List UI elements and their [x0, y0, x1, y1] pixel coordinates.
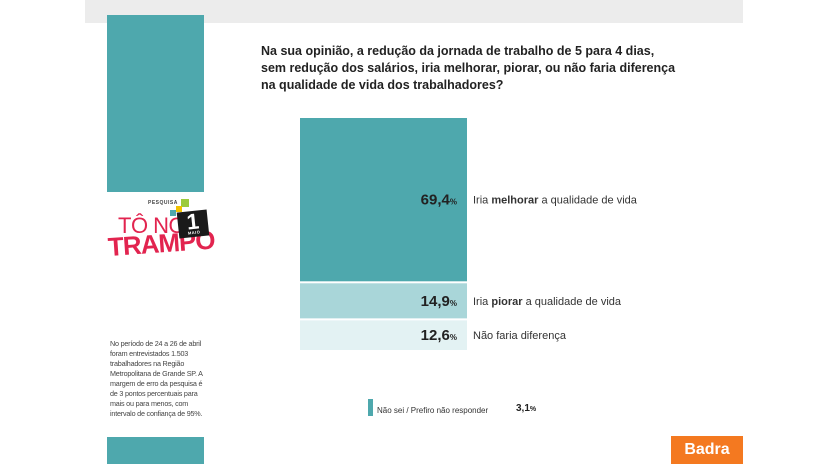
logo-teal-square: [170, 210, 176, 216]
logo-pesquisa-text: PESQUISA: [148, 200, 178, 206]
legend-label: Não sei / Prefiro não responder: [377, 406, 489, 415]
bar-category-label-3: Não faria diferença: [473, 330, 567, 342]
bar-segment-1: [300, 118, 467, 282]
legend-swatch: [368, 399, 373, 416]
survey-logo: PESQUISA TÔ NO TRAMPO 1 MAIO: [106, 197, 215, 277]
legend-value-unit: %: [529, 406, 537, 413]
legend-value: 3,1%: [516, 403, 536, 414]
methodology-note: No período de 24 a 26 de abril foram ent…: [110, 339, 203, 418]
legend-value-number: 3,1: [516, 403, 530, 414]
bar-value-label-2: 14,9%: [421, 293, 457, 310]
bar-segment-2: [300, 283, 467, 319]
bar-category-label-2: Iria piorar a qualidade de vida: [473, 296, 622, 308]
brand-logo: Badra: [671, 436, 743, 464]
bar-value-label-1: 69,4%: [421, 192, 457, 209]
logo-line1: TÔ NO: [118, 213, 186, 238]
bar-category-label-1: Iria melhorar a qualidade de vida: [473, 195, 638, 207]
logo-green-square: [181, 199, 189, 207]
chart-question: Na sua opinião, a redução da jornada de …: [261, 44, 676, 92]
bar-value-label-3: 12,6%: [421, 327, 457, 344]
bar-segment-3: [300, 320, 467, 350]
sidebar-color-block-bottom: [107, 437, 204, 464]
logo-yellow-square: [176, 206, 182, 212]
sidebar-color-block-top: [107, 15, 204, 192]
top-bar: [85, 0, 743, 23]
